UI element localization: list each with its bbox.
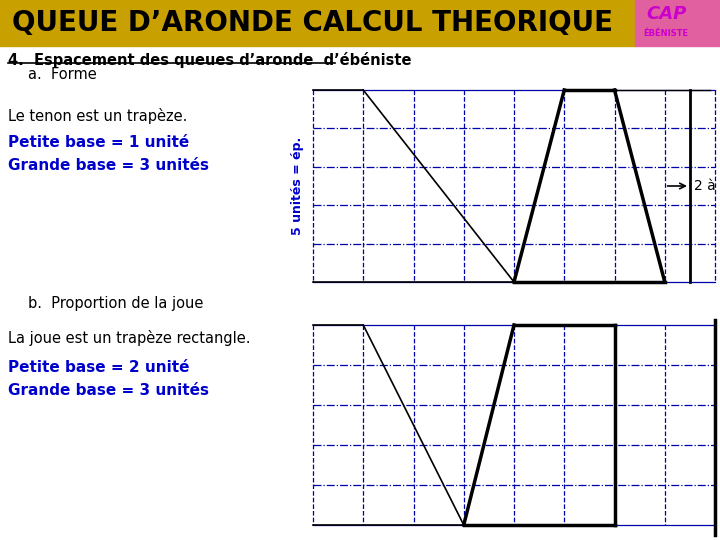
Text: Petite base = 2 unité: Petite base = 2 unité <box>8 360 189 375</box>
Text: CAP: CAP <box>646 5 686 23</box>
Text: ÉBÉNISTE: ÉBÉNISTE <box>643 30 688 38</box>
Text: QUEUE D’ARONDE CALCUL THEORIQUE: QUEUE D’ARONDE CALCUL THEORIQUE <box>12 9 613 37</box>
Text: Petite base = 1 unité: Petite base = 1 unité <box>8 135 189 150</box>
Text: 4.  Espacement des queues d’aronde  d’ébéniste: 4. Espacement des queues d’aronde d’ébén… <box>8 52 412 68</box>
Text: La joue est un trapèze rectangle.: La joue est un trapèze rectangle. <box>8 330 251 346</box>
Text: b.  Proportion de la joue: b. Proportion de la joue <box>28 296 203 311</box>
Bar <box>635 0 720 46</box>
Text: 5 unités = ép.: 5 unités = ép. <box>292 137 305 235</box>
Text: 2 à 4 mm: 2 à 4 mm <box>694 179 720 193</box>
Bar <box>0 0 635 46</box>
Text: a.  Forme: a. Forme <box>28 67 96 82</box>
Text: Le tenon est un trapèze.: Le tenon est un trapèze. <box>8 108 187 124</box>
Text: Grande base = 3 unités: Grande base = 3 unités <box>8 158 209 173</box>
Text: Grande base = 3 unités: Grande base = 3 unités <box>8 383 209 398</box>
